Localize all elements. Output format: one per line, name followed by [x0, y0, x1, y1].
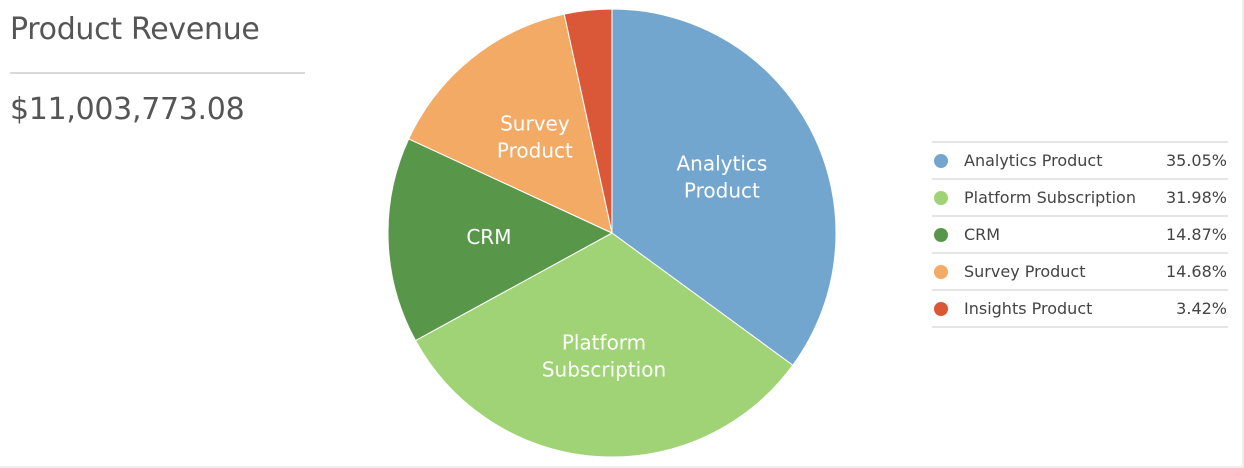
slice-label-survey-product: Survey Product	[497, 111, 573, 162]
pie-slice-survey-product[interactable]	[408, 13, 613, 234]
legend-item-crm[interactable]: CRM 14.87%	[932, 217, 1228, 254]
legend-item-analytics-product[interactable]: Analytics Product 35.05%	[932, 143, 1228, 180]
legend-label: Platform Subscription	[964, 188, 1136, 207]
legend-percent: 31.98%	[1165, 188, 1227, 207]
total-revenue: $11,003,773.08	[10, 92, 245, 127]
title-divider	[10, 72, 305, 74]
legend-swatch	[934, 227, 948, 242]
legend-label: Analytics Product	[964, 151, 1103, 170]
slice-label-analytics-product: Analytics Product	[676, 152, 767, 203]
legend-percent: 35.05%	[1165, 151, 1227, 170]
slice-label-crm: CRM	[466, 225, 511, 249]
legend-swatch	[934, 153, 948, 168]
pie-slice-crm[interactable]	[387, 138, 614, 342]
legend-swatch	[934, 264, 948, 279]
chart-title: Product Revenue	[10, 12, 260, 47]
legend-item-survey-product[interactable]: Survey Product 14.68%	[932, 254, 1228, 291]
legend-percent: 14.68%	[1165, 262, 1227, 281]
legend-percent: 3.42%	[1176, 299, 1227, 318]
legend-item-insights-product[interactable]: Insights Product 3.42%	[932, 291, 1228, 328]
legend-swatch	[934, 190, 948, 205]
legend-label: CRM	[964, 225, 1001, 244]
legend: Analytics Product 35.05% Platform Subscrip…	[932, 141, 1228, 328]
slice-label-platform-subscription: Platform Subscription	[542, 330, 666, 381]
legend-label: Survey Product	[964, 262, 1086, 281]
pie-slice-analytics-product[interactable]	[611, 8, 837, 366]
legend-label: Insights Product	[964, 299, 1093, 318]
legend-item-platform-subscription[interactable]: Platform Subscription 31.98%	[932, 180, 1228, 217]
legend-percent: 14.87%	[1165, 225, 1227, 244]
legend-swatch	[934, 301, 948, 316]
pie-slice-insights-product[interactable]	[563, 8, 613, 234]
